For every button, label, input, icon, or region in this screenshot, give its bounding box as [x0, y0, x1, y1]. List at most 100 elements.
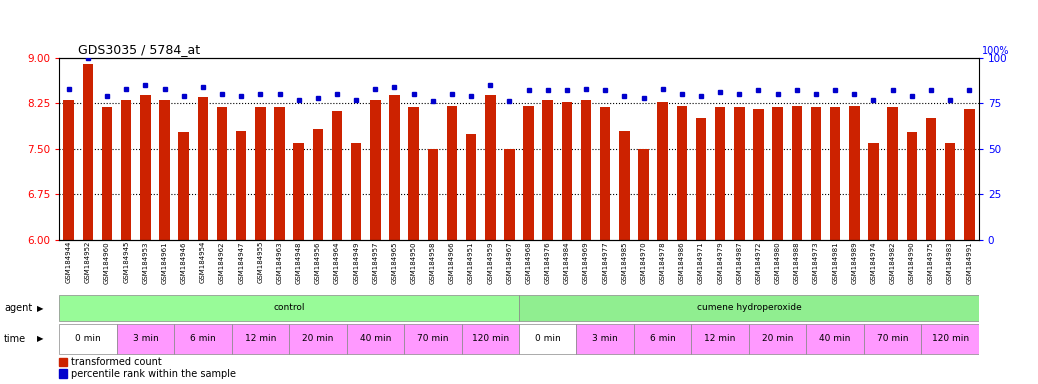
Text: GSM184955: GSM184955 [257, 241, 264, 283]
Text: ▶: ▶ [37, 334, 44, 343]
Bar [748, 324, 807, 354]
Text: 0 min: 0 min [535, 334, 561, 343]
Text: GSM184962: GSM184962 [219, 241, 225, 283]
Text: GDS3035 / 5784_at: GDS3035 / 5784_at [78, 43, 199, 56]
Bar [466, 134, 476, 240]
Text: GSM184981: GSM184981 [832, 241, 838, 284]
Text: GSM184982: GSM184982 [890, 241, 896, 283]
Bar [140, 95, 151, 240]
Bar [519, 324, 576, 354]
Text: GSM184957: GSM184957 [373, 241, 378, 283]
Bar [811, 108, 821, 240]
Text: 120 min: 120 min [931, 334, 968, 343]
Bar [332, 111, 343, 240]
Text: GSM184977: GSM184977 [602, 241, 608, 284]
Text: GSM184952: GSM184952 [85, 241, 91, 283]
Text: 20 min: 20 min [302, 334, 333, 343]
Bar [174, 324, 231, 354]
Text: 12 min: 12 min [705, 334, 736, 343]
Bar [159, 100, 170, 240]
Text: GSM184969: GSM184969 [583, 241, 589, 284]
Text: GSM184978: GSM184978 [660, 241, 665, 284]
Text: GSM184965: GSM184965 [391, 241, 398, 283]
Bar [772, 108, 783, 240]
Text: transformed count: transformed count [71, 357, 162, 367]
Text: GSM184960: GSM184960 [104, 241, 110, 284]
Bar [347, 324, 404, 354]
Text: GSM184953: GSM184953 [142, 241, 148, 283]
Text: GSM184979: GSM184979 [717, 241, 723, 284]
Bar [294, 143, 304, 240]
Bar [274, 107, 284, 240]
Text: GSM184976: GSM184976 [545, 241, 551, 284]
Text: 40 min: 40 min [359, 334, 391, 343]
Text: 120 min: 120 min [471, 334, 509, 343]
Bar [906, 132, 917, 240]
Bar [236, 131, 246, 240]
Text: GSM184947: GSM184947 [238, 241, 244, 283]
Bar [634, 324, 691, 354]
Text: cumene hydroperoxide: cumene hydroperoxide [696, 303, 801, 312]
Bar [576, 324, 634, 354]
Text: GSM184970: GSM184970 [640, 241, 647, 284]
Bar [197, 97, 209, 240]
Text: GSM184951: GSM184951 [468, 241, 474, 283]
Bar [691, 324, 748, 354]
Text: GSM184972: GSM184972 [756, 241, 762, 283]
Text: GSM184971: GSM184971 [698, 241, 704, 284]
Bar [715, 108, 726, 240]
Bar [59, 324, 116, 354]
Text: 70 min: 70 min [417, 334, 448, 343]
Text: GSM184974: GSM184974 [871, 241, 876, 283]
Bar [792, 106, 802, 240]
Text: 70 min: 70 min [877, 334, 908, 343]
Bar [63, 100, 74, 240]
Bar [523, 106, 534, 240]
Bar [121, 100, 132, 240]
Text: GSM184975: GSM184975 [928, 241, 934, 283]
Text: GSM184980: GSM184980 [774, 241, 781, 284]
Text: 0 min: 0 min [75, 334, 101, 343]
Text: 6 min: 6 min [650, 334, 676, 343]
Text: GSM184968: GSM184968 [525, 241, 531, 284]
Bar [868, 143, 879, 240]
Text: GSM184990: GSM184990 [909, 241, 914, 284]
Bar [734, 108, 744, 240]
Bar [179, 132, 189, 240]
Bar [428, 149, 438, 240]
Text: 20 min: 20 min [762, 334, 793, 343]
Bar [864, 324, 922, 354]
Bar [59, 358, 66, 366]
Text: 40 min: 40 min [819, 334, 851, 343]
Text: GSM184946: GSM184946 [181, 241, 187, 283]
Bar [389, 95, 400, 240]
Text: 100%: 100% [982, 46, 1009, 56]
Text: GSM184958: GSM184958 [430, 241, 436, 283]
Text: 6 min: 6 min [190, 334, 216, 343]
Text: GSM184959: GSM184959 [487, 241, 493, 283]
Text: 3 min: 3 min [593, 334, 618, 343]
Bar [754, 109, 764, 240]
Text: ▶: ▶ [37, 304, 44, 313]
Bar [351, 143, 361, 240]
Text: GSM184950: GSM184950 [411, 241, 416, 283]
Bar [83, 64, 93, 240]
Bar [289, 324, 347, 354]
Text: 3 min: 3 min [133, 334, 158, 343]
Bar [695, 118, 706, 240]
Bar [462, 324, 519, 354]
Text: GSM184944: GSM184944 [65, 241, 72, 283]
Text: GSM184983: GSM184983 [947, 241, 953, 284]
Text: GSM184956: GSM184956 [315, 241, 321, 283]
Text: GSM184984: GSM184984 [564, 241, 570, 283]
Bar [807, 324, 864, 354]
Bar [255, 107, 266, 240]
Bar [619, 131, 630, 240]
Bar [312, 129, 323, 240]
Bar [404, 324, 462, 354]
Bar [59, 295, 519, 321]
Bar [370, 100, 381, 240]
Text: GSM184988: GSM184988 [794, 241, 800, 284]
Bar [116, 324, 174, 354]
Text: 12 min: 12 min [245, 334, 276, 343]
